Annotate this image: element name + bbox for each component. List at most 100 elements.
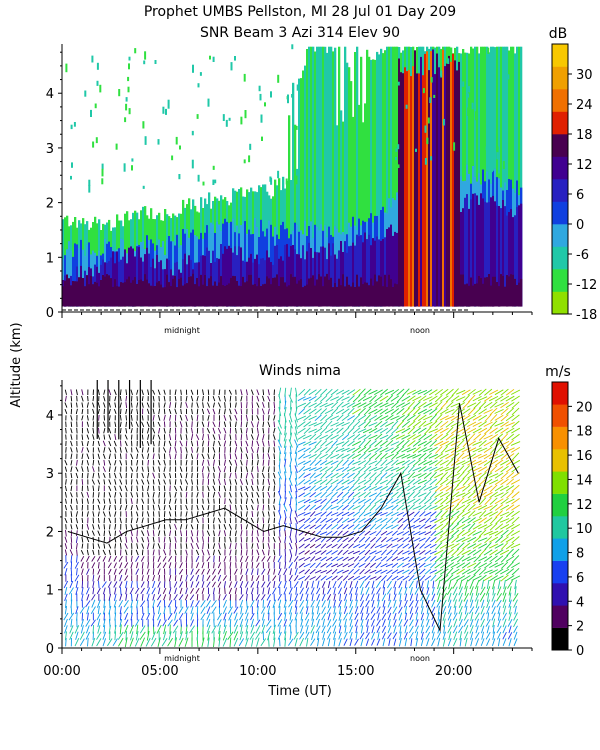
- snr-column: [382, 53, 385, 307]
- wind-barb: [428, 428, 438, 434]
- wind-barb: [484, 465, 493, 473]
- wind-barb: [97, 504, 100, 511]
- wind-barb: [202, 491, 204, 498]
- wind-barb: [202, 530, 204, 537]
- snr-column: [138, 247, 141, 307]
- wind-barb: [478, 497, 487, 506]
- wind-barb: [418, 414, 427, 422]
- snr-core-column: [426, 51, 429, 307]
- wind-barb: [136, 517, 139, 524]
- wind-barb: [135, 568, 140, 575]
- wind-barb: [70, 421, 73, 427]
- wind-barb: [92, 440, 95, 447]
- wind-barb: [235, 504, 237, 511]
- snr-column: [310, 277, 313, 307]
- wind-barb: [135, 549, 139, 556]
- wind-barb: [486, 599, 491, 609]
- wind-barb: [514, 605, 517, 615]
- wind-barb: [392, 606, 398, 614]
- wind-barb: [413, 531, 421, 536]
- wind-barb: [339, 605, 342, 615]
- wind-barb: [452, 638, 458, 647]
- wind-barb: [451, 510, 460, 518]
- wind-barb: [174, 446, 177, 454]
- wind-barb: [461, 447, 471, 453]
- wind-barb: [313, 421, 323, 427]
- wind-barb: [335, 441, 345, 446]
- snr-speckle: [277, 170, 280, 179]
- wind-barb: [261, 624, 266, 634]
- wind-barb: [217, 402, 221, 408]
- wind-barb: [483, 459, 493, 466]
- wind-barb: [385, 414, 394, 422]
- wind-colorbar-swatch: [552, 516, 568, 539]
- wind-barb: [496, 631, 502, 640]
- wind-barb: [374, 569, 383, 574]
- wind-barb: [380, 504, 388, 511]
- wind-barb: [322, 631, 326, 640]
- wind-barb: [251, 453, 254, 460]
- wind-barb: [174, 511, 177, 517]
- wind-barb: [303, 563, 311, 568]
- wind-barb: [402, 530, 410, 536]
- wind-colorbar-tick-label: 4: [576, 595, 584, 610]
- wind-barb: [103, 618, 106, 628]
- wind-barb: [331, 517, 339, 523]
- snr-column: [462, 49, 465, 307]
- snr-speckle: [395, 157, 397, 161]
- wind-barb: [157, 504, 161, 511]
- snr-column: [252, 262, 255, 307]
- wind-barb: [321, 581, 326, 588]
- wind-barb: [319, 388, 328, 396]
- wind-barb: [505, 555, 515, 562]
- snr-speckle: [84, 90, 87, 97]
- wind-barb: [152, 466, 155, 472]
- wind-barb: [412, 479, 421, 485]
- y-tick-label: 4: [46, 409, 54, 424]
- wind-barb: [298, 518, 306, 523]
- wind-barb: [451, 548, 460, 557]
- wind-barb: [489, 484, 498, 493]
- wind-barb: [157, 460, 161, 466]
- snr-column: [276, 274, 279, 307]
- wind-barb: [108, 479, 112, 485]
- wind-barb: [341, 408, 350, 415]
- wind-barb: [396, 491, 404, 499]
- wind-barb: [102, 549, 106, 556]
- snr-column: [372, 285, 375, 307]
- wind-barb: [402, 523, 409, 531]
- y-tick-label: 3: [46, 467, 54, 482]
- wind-barb: [206, 618, 211, 627]
- wind-barb: [314, 511, 322, 517]
- wind-marker-noon: noon: [410, 654, 430, 663]
- wind-barb: [366, 606, 369, 615]
- x-tick-label: 10:00: [239, 664, 276, 679]
- wind-barb: [461, 575, 471, 581]
- wind-barb: [336, 472, 345, 479]
- wind-barb: [393, 593, 397, 602]
- wind-barb: [92, 402, 95, 408]
- wind-barb: [141, 543, 145, 549]
- wind-barb: [140, 587, 145, 595]
- snr-column: [362, 242, 365, 307]
- wind-barb: [505, 504, 515, 511]
- wind-barb: [497, 612, 501, 621]
- wind-barb: [428, 389, 438, 396]
- wind-barb: [70, 415, 73, 421]
- snr-colorbar-tick-label: 24: [576, 98, 593, 113]
- wind-barb: [331, 530, 338, 536]
- wind-barb: [169, 427, 171, 434]
- snr-colorbar-swatch: [552, 246, 568, 270]
- snr-column: [224, 286, 227, 307]
- wind-barb: [125, 428, 128, 434]
- snr-colorbar-unit: dB: [549, 26, 568, 42]
- wind-barb: [162, 562, 167, 569]
- wind-barb: [472, 517, 482, 524]
- wind-barb: [130, 414, 133, 421]
- wind-barb: [489, 523, 498, 531]
- snr-speckle: [212, 56, 215, 62]
- wind-barb: [279, 561, 281, 569]
- wind-barb: [484, 536, 493, 544]
- wind-barb: [141, 485, 144, 492]
- wind-barb: [245, 453, 249, 460]
